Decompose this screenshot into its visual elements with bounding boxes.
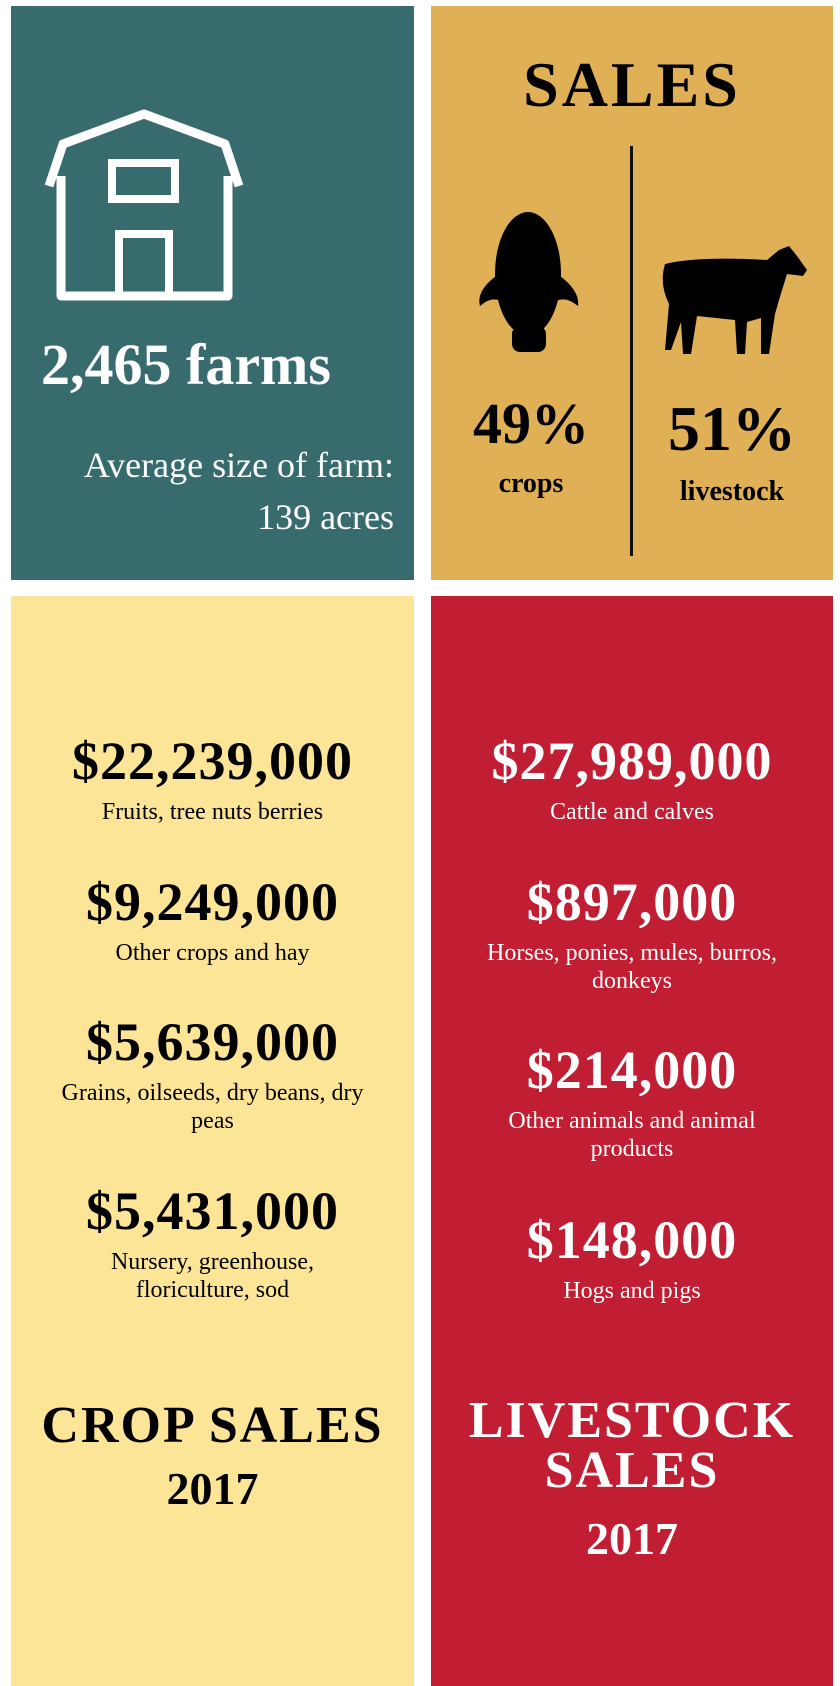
sales-label: Grains, oilseeds, dry beans, dry peas	[61, 1080, 364, 1134]
sales-label: Nursery, greenhouse, floriculture, sod	[110, 1249, 315, 1303]
corn-icon	[479, 212, 579, 352]
crops-percent: 49%	[473, 391, 589, 456]
livestock-percent: 51%	[668, 393, 796, 464]
sales-amount: $27,989,000	[491, 731, 773, 791]
crop-title: CROP SALES	[41, 1397, 384, 1454]
sales-label: Other animals and animal products	[508, 1108, 756, 1162]
farms-panel: 2,465 farms Average size of farm: 139 ac…	[11, 6, 414, 580]
sales-item: $214,000 Other animals and animal product…	[431, 1039, 833, 1163]
sales-amount: $5,639,000	[86, 1012, 339, 1072]
sales-label: Hogs and pigs	[563, 1278, 701, 1304]
average-value: 139 acres	[257, 497, 394, 537]
cow-icon	[662, 246, 807, 354]
sales-amount: $22,239,000	[72, 731, 353, 791]
crop-year: 2017	[166, 1463, 259, 1514]
sales-item: $22,239,000 Fruits, tree nuts berries	[11, 730, 414, 826]
sales-amount: $214,000	[526, 1040, 738, 1100]
livestock-year: 2017	[586, 1513, 678, 1564]
sales-amount: $897,000	[526, 872, 738, 932]
livestock-sales-panel: LIVESTOCK SALES 2017 $27,989,000 Cattle a…	[431, 596, 833, 1686]
sales-title: SALES	[523, 49, 741, 120]
sales-label: Other crops and hay	[115, 940, 310, 966]
sales-item: $27,989,000 Cattle and calves	[431, 730, 833, 826]
livestock-title: LIVESTOCK SALES	[468, 1392, 796, 1499]
sales-item: $5,639,000 Grains, oilseeds, dry beans, d…	[11, 1011, 414, 1135]
sales-item: $897,000 Horses, ponies, mules, burros, d…	[431, 871, 833, 995]
sales-label: Horses, ponies, mules, burros, donkeys	[487, 940, 777, 994]
average-label: Average size of farm:	[83, 445, 394, 485]
crop-sales-panel: CROP SALES 2017 $22,239,000 Fruits, tree …	[11, 596, 414, 1686]
sales-item: $148,000 Hogs and pigs	[431, 1209, 833, 1305]
sales-panel: SALES 49% crops 51% livestock	[431, 6, 833, 580]
sales-item: $9,249,000 Other crops and hay	[11, 871, 414, 967]
farm-count: 2,465 farms	[41, 332, 331, 397]
crops-label: crops	[498, 468, 564, 499]
sales-amount: $148,000	[526, 1210, 738, 1270]
sales-item: $5,431,000 Nursery, greenhouse, floricult…	[11, 1180, 414, 1304]
barn-icon	[44, 109, 244, 301]
divider	[630, 146, 633, 556]
sales-amount: $9,249,000	[86, 872, 339, 932]
livestock-label: livestock	[679, 476, 785, 507]
sales-label: Cattle and calves	[550, 799, 714, 825]
sales-amount: $5,431,000	[86, 1181, 339, 1241]
sales-label: Fruits, tree nuts berries	[101, 799, 324, 825]
